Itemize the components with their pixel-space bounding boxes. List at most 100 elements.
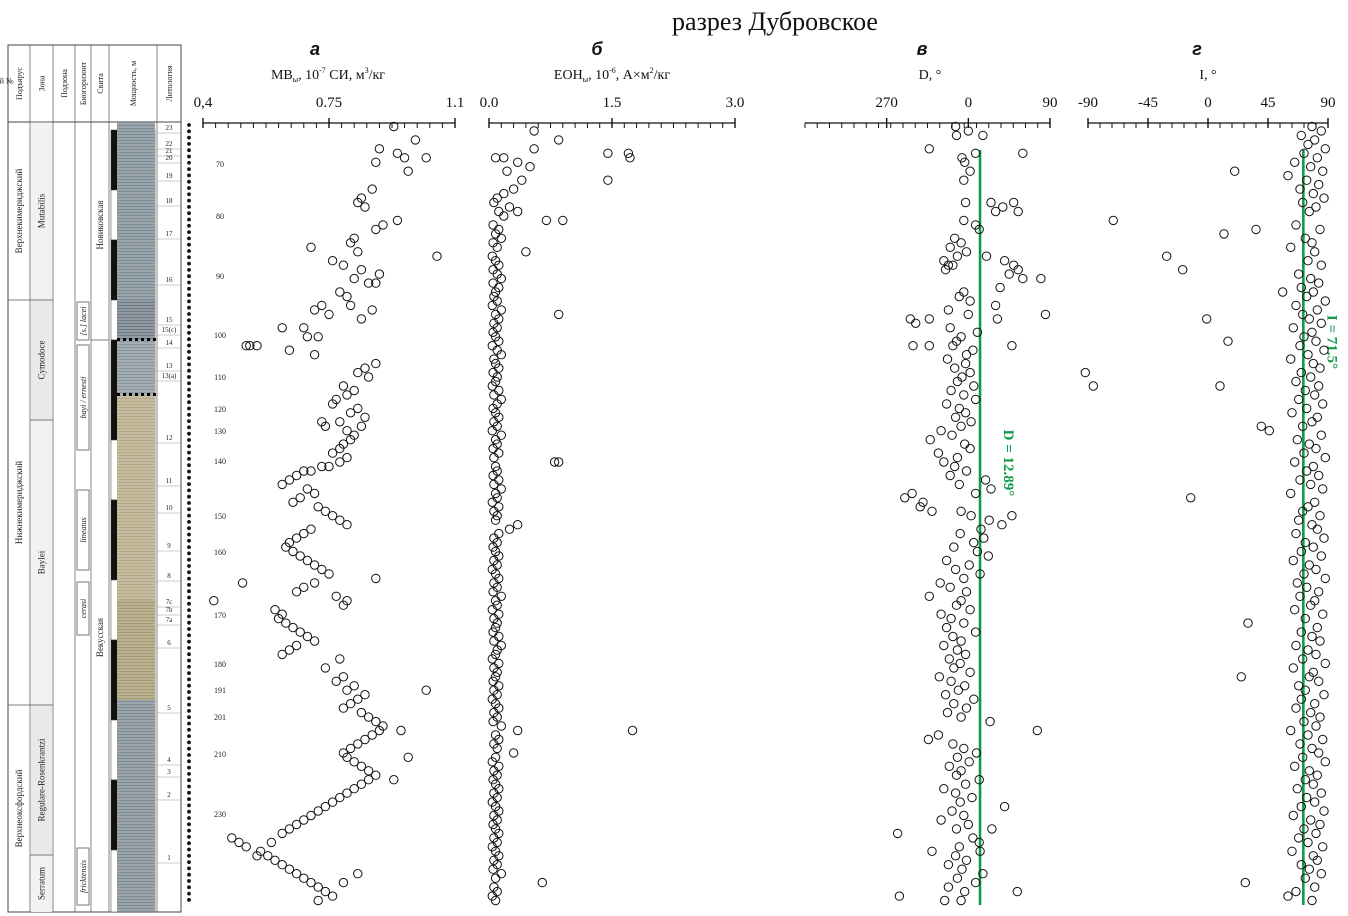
- data-point: [940, 690, 951, 700]
- data-point: [952, 376, 963, 387]
- depth-label: 70: [216, 160, 224, 169]
- data-point: [363, 278, 374, 288]
- data-point: [1009, 197, 1019, 208]
- data-point: [1312, 153, 1323, 163]
- data-point: [974, 837, 984, 848]
- data-point: [345, 300, 356, 311]
- data-point: [907, 488, 917, 499]
- data-point: [966, 417, 976, 427]
- sample-dot: [187, 406, 191, 411]
- data-point: [508, 184, 519, 194]
- sample-dot: [187, 242, 191, 247]
- data-point: [371, 770, 381, 780]
- data-point: [237, 578, 248, 588]
- data-point: [992, 314, 1003, 324]
- layer-number: 9: [167, 542, 171, 550]
- data-point: [306, 242, 316, 253]
- data-point: [488, 587, 498, 597]
- sample-dot: [187, 664, 191, 669]
- data-point: [972, 327, 983, 337]
- data-point: [487, 605, 497, 615]
- data-point: [974, 775, 984, 785]
- data-point: [331, 676, 341, 686]
- sample-dot: [187, 186, 191, 190]
- data-point: [338, 600, 349, 610]
- data-point: [363, 712, 374, 722]
- axis-label-part: -7: [319, 66, 326, 75]
- data-point: [517, 175, 527, 185]
- data-point: [349, 385, 359, 396]
- zone-label: Regulare-Rosenkrantzi: [37, 738, 47, 821]
- data-point: [1306, 479, 1316, 490]
- data-point: [948, 631, 958, 642]
- data-point: [963, 309, 973, 320]
- data-point: [960, 649, 971, 660]
- data-point: [496, 233, 506, 244]
- data-point: [371, 716, 381, 727]
- layer-number: 13(а): [162, 372, 177, 380]
- data-point: [1302, 175, 1312, 185]
- data-point: [1291, 886, 1301, 897]
- data-point: [1318, 734, 1328, 745]
- data-point: [324, 461, 334, 472]
- data-point: [1302, 291, 1312, 302]
- data-point: [1304, 672, 1315, 682]
- data-point: [488, 443, 498, 454]
- data-point: [950, 461, 960, 472]
- data-point: [537, 877, 547, 888]
- data-point: [905, 314, 915, 324]
- data-point: [1018, 273, 1028, 284]
- sample-dot: [187, 394, 191, 398]
- depth-label: 130: [214, 427, 226, 436]
- data-point: [923, 734, 934, 745]
- data-point: [956, 421, 966, 431]
- data-point: [529, 126, 539, 136]
- data-point: [353, 367, 363, 378]
- layer-number: 18: [166, 197, 174, 205]
- data-point: [389, 775, 399, 785]
- data-point: [957, 153, 967, 163]
- data-point: [496, 350, 506, 360]
- data-point: [513, 157, 523, 168]
- data-point: [1312, 305, 1323, 315]
- lithology-block: [117, 600, 155, 700]
- data-point: [959, 618, 969, 628]
- data-point: [1304, 314, 1315, 324]
- sample-dot: [187, 368, 191, 373]
- data-point: [1311, 443, 1321, 454]
- data-point: [241, 842, 251, 852]
- data-point: [490, 873, 501, 883]
- data-point: [945, 582, 955, 592]
- data-point: [1291, 640, 1301, 651]
- data-point: [987, 824, 997, 834]
- data-point: [943, 260, 954, 270]
- lithology-block: [117, 395, 155, 600]
- data-point: [954, 479, 964, 490]
- sample-dot: [187, 318, 191, 323]
- data-point: [1308, 542, 1319, 552]
- sample-dot: [187, 778, 191, 783]
- data-point: [1300, 537, 1311, 548]
- data-point: [1291, 376, 1301, 387]
- sample-dot: [187, 280, 191, 285]
- sample-dot: [187, 475, 191, 480]
- sample-dot: [187, 627, 191, 631]
- zone-label: Mutabilis: [37, 193, 47, 228]
- data-point: [299, 528, 309, 539]
- sample-dot: [187, 595, 191, 600]
- data-point: [277, 860, 287, 870]
- layer-number: 12: [166, 434, 174, 442]
- data-point: [492, 743, 502, 754]
- data-point: [299, 466, 309, 476]
- data-point: [1314, 676, 1324, 686]
- data-point: [1298, 752, 1308, 762]
- data-point: [554, 457, 564, 467]
- data-point: [360, 690, 370, 700]
- data-point: [558, 215, 568, 226]
- data-point: [960, 779, 971, 789]
- data-point: [911, 318, 921, 328]
- sample-dot: [187, 696, 191, 701]
- data-point: [924, 591, 934, 601]
- data-point: [951, 824, 962, 834]
- layer-number: 6: [167, 639, 171, 647]
